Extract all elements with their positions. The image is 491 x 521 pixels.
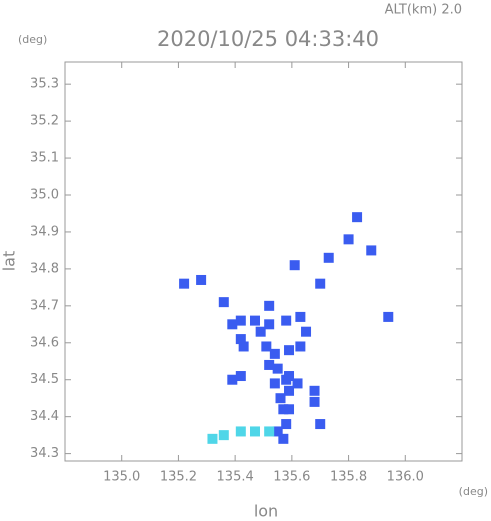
echo-cell bbox=[301, 326, 312, 337]
echo-cell bbox=[284, 371, 295, 382]
y-tick-label: 34.4 bbox=[30, 409, 59, 424]
echo-cell bbox=[238, 341, 249, 352]
echo-cell bbox=[235, 334, 246, 345]
echo-cell bbox=[235, 315, 246, 326]
chart-title: 2020/10/25 04:33:40 bbox=[157, 27, 379, 51]
y-tick-label: 34.8 bbox=[30, 261, 59, 276]
echo-cell bbox=[227, 319, 238, 330]
echo-cell bbox=[284, 385, 295, 396]
echo-cell bbox=[196, 274, 207, 285]
y-tick-label: 35.0 bbox=[30, 188, 59, 203]
x-tick-label: 135.4 bbox=[217, 470, 254, 485]
echo-cell bbox=[278, 433, 289, 444]
echo-cell bbox=[235, 371, 246, 382]
y-unit: (deg) bbox=[18, 33, 47, 46]
echo-cell bbox=[255, 326, 266, 337]
echo-cell bbox=[295, 341, 306, 352]
echo-cell bbox=[179, 278, 190, 289]
echo-cell bbox=[295, 311, 306, 322]
echo-cell bbox=[269, 378, 280, 389]
x-tick-label: 135.0 bbox=[103, 470, 140, 485]
echo-cell bbox=[235, 426, 246, 437]
echo-cell bbox=[281, 315, 292, 326]
echo-cell bbox=[275, 393, 286, 404]
echo-cell bbox=[315, 419, 326, 430]
echo-cell bbox=[281, 419, 292, 430]
echo-cell bbox=[366, 245, 377, 256]
y-tick-label: 35.2 bbox=[30, 114, 59, 129]
y-tick-label: 34.5 bbox=[30, 372, 59, 387]
echo-cell bbox=[264, 359, 275, 370]
x-tick-label: 135.8 bbox=[330, 470, 367, 485]
echo-cell bbox=[284, 345, 295, 356]
echo-cell bbox=[352, 212, 363, 223]
echo-cell bbox=[284, 404, 295, 415]
x-tick-label: 135.6 bbox=[273, 470, 310, 485]
echo-cell bbox=[292, 378, 303, 389]
echo-cell bbox=[218, 430, 229, 441]
echo-cell bbox=[272, 426, 283, 437]
x-tick-label: 135.2 bbox=[160, 470, 197, 485]
echo-cell bbox=[278, 404, 289, 415]
echo-cell bbox=[227, 374, 238, 385]
y-tick-label: 34.9 bbox=[30, 224, 59, 239]
y-tick-label: 35.1 bbox=[30, 151, 59, 166]
x-tick-label: 136.0 bbox=[387, 470, 424, 485]
echo-cell bbox=[383, 311, 394, 322]
x-unit: (deg) bbox=[459, 485, 488, 498]
echo-cell bbox=[261, 341, 272, 352]
y-tick-label: 35.3 bbox=[30, 77, 59, 92]
echo-cell bbox=[343, 234, 354, 245]
y-tick-label: 34.7 bbox=[30, 298, 59, 313]
echo-cell bbox=[289, 260, 300, 271]
echo-cell bbox=[323, 252, 334, 263]
echo-cell bbox=[264, 319, 275, 330]
subtitle: ALT(km) 2.0 bbox=[385, 3, 462, 18]
plot-frame bbox=[64, 61, 463, 462]
y-tick-label: 34.3 bbox=[30, 446, 59, 461]
echo-cell bbox=[309, 385, 320, 396]
y-tick-label: 34.6 bbox=[30, 335, 59, 350]
echo-cell bbox=[315, 278, 326, 289]
echo-cell bbox=[207, 433, 218, 444]
echo-cell bbox=[264, 300, 275, 311]
echo-cell bbox=[272, 363, 283, 374]
echo-cell bbox=[309, 396, 320, 407]
echo-cell bbox=[264, 426, 275, 437]
echo-cell bbox=[218, 297, 229, 308]
y-axis-label: lat bbox=[0, 251, 19, 272]
x-axis-label: lon bbox=[254, 502, 278, 521]
echo-cell bbox=[249, 315, 260, 326]
echo-cell bbox=[249, 426, 260, 437]
echo-cell bbox=[269, 348, 280, 359]
